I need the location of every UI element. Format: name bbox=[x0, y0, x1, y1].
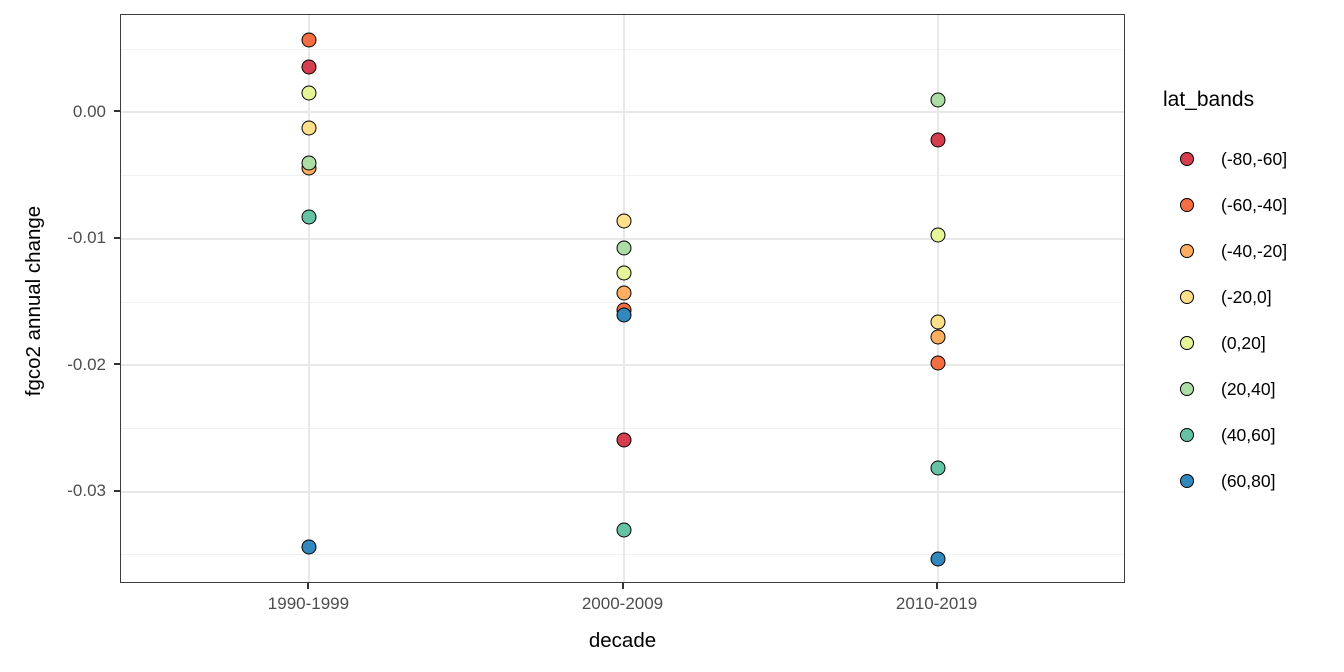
legend-item-label: (-40,-20] bbox=[1221, 240, 1288, 261]
x-axis-title: decade bbox=[588, 629, 657, 652]
legend-item: (20,40] bbox=[1163, 366, 1287, 412]
legend-item-label: (40,60] bbox=[1221, 424, 1276, 445]
legend-swatch-circle bbox=[1180, 474, 1194, 488]
data-point bbox=[930, 460, 946, 476]
data-point bbox=[301, 155, 317, 171]
data-point bbox=[616, 522, 631, 538]
y-tick-mark bbox=[114, 489, 120, 492]
gridline-major-vertical bbox=[308, 15, 311, 582]
legend-item-label: (-20,0] bbox=[1221, 286, 1272, 307]
x-tick-label: 1990-1999 bbox=[267, 594, 350, 613]
legend-item-label: (0,20] bbox=[1221, 332, 1266, 353]
data-point bbox=[930, 329, 946, 345]
y-tick-mark bbox=[114, 236, 120, 239]
y-tick-mark bbox=[114, 110, 120, 113]
legend: lat_bands (-80,-60] (-60,-40] (-40,-20] (-2… bbox=[1163, 88, 1287, 504]
data-point bbox=[616, 307, 631, 323]
x-tick-label: 2010-2019 bbox=[895, 594, 978, 613]
data-point bbox=[930, 355, 946, 371]
data-point bbox=[301, 85, 317, 101]
legend-item: (0,20] bbox=[1163, 320, 1287, 366]
legend-item: (60,80] bbox=[1163, 458, 1287, 504]
legend-title: lat_bands bbox=[1163, 88, 1255, 111]
legend-item-label: (-80,-60] bbox=[1221, 148, 1288, 169]
y-axis-title: fgco2 annual change bbox=[22, 205, 45, 397]
data-point bbox=[930, 132, 946, 148]
x-tick-mark bbox=[621, 583, 624, 589]
legend-swatch-circle bbox=[1180, 336, 1194, 350]
data-point bbox=[930, 227, 946, 243]
legend-swatch-circle bbox=[1180, 290, 1194, 304]
legend-item-label: (-60,-40] bbox=[1221, 194, 1288, 215]
legend-swatch-circle bbox=[1180, 152, 1194, 166]
data-point bbox=[616, 213, 631, 229]
data-point bbox=[930, 92, 946, 108]
plot-panel bbox=[120, 14, 1125, 583]
legend-item-label: (60,80] bbox=[1221, 470, 1276, 491]
data-point bbox=[930, 551, 946, 567]
y-tick-label: -0.02 bbox=[67, 354, 106, 374]
legend-swatch-circle bbox=[1180, 244, 1194, 258]
y-tick-label: -0.01 bbox=[67, 228, 106, 248]
legend-items: (-80,-60] (-60,-40] (-40,-20] (-20,0] (0,20]… bbox=[1163, 136, 1287, 504]
y-tick-label: 0.00 bbox=[72, 101, 106, 121]
data-point bbox=[301, 120, 317, 136]
y-tick-mark bbox=[114, 363, 120, 366]
legend-item-label: (20,40] bbox=[1221, 378, 1276, 399]
legend-item: (-60,-40] bbox=[1163, 182, 1287, 228]
y-tick-label: -0.03 bbox=[67, 481, 106, 501]
x-tick-mark bbox=[935, 583, 938, 589]
data-point bbox=[616, 265, 631, 281]
data-point bbox=[616, 432, 631, 448]
data-point bbox=[301, 32, 317, 48]
legend-swatch-circle bbox=[1180, 198, 1194, 212]
data-point bbox=[616, 285, 631, 301]
data-point bbox=[930, 314, 946, 330]
data-point bbox=[301, 539, 317, 555]
data-point bbox=[301, 59, 317, 75]
legend-item: (40,60] bbox=[1163, 412, 1287, 458]
gridline-major-vertical bbox=[936, 15, 939, 582]
data-point bbox=[301, 209, 317, 225]
legend-swatch-circle bbox=[1180, 382, 1194, 396]
x-tick-label: 2000-2009 bbox=[581, 594, 664, 613]
x-tick-mark bbox=[307, 583, 310, 589]
legend-item: (-40,-20] bbox=[1163, 228, 1287, 274]
legend-item: (-80,-60] bbox=[1163, 136, 1287, 182]
legend-item: (-20,0] bbox=[1163, 274, 1287, 320]
data-point bbox=[616, 240, 631, 256]
legend-swatch-circle bbox=[1180, 428, 1194, 442]
